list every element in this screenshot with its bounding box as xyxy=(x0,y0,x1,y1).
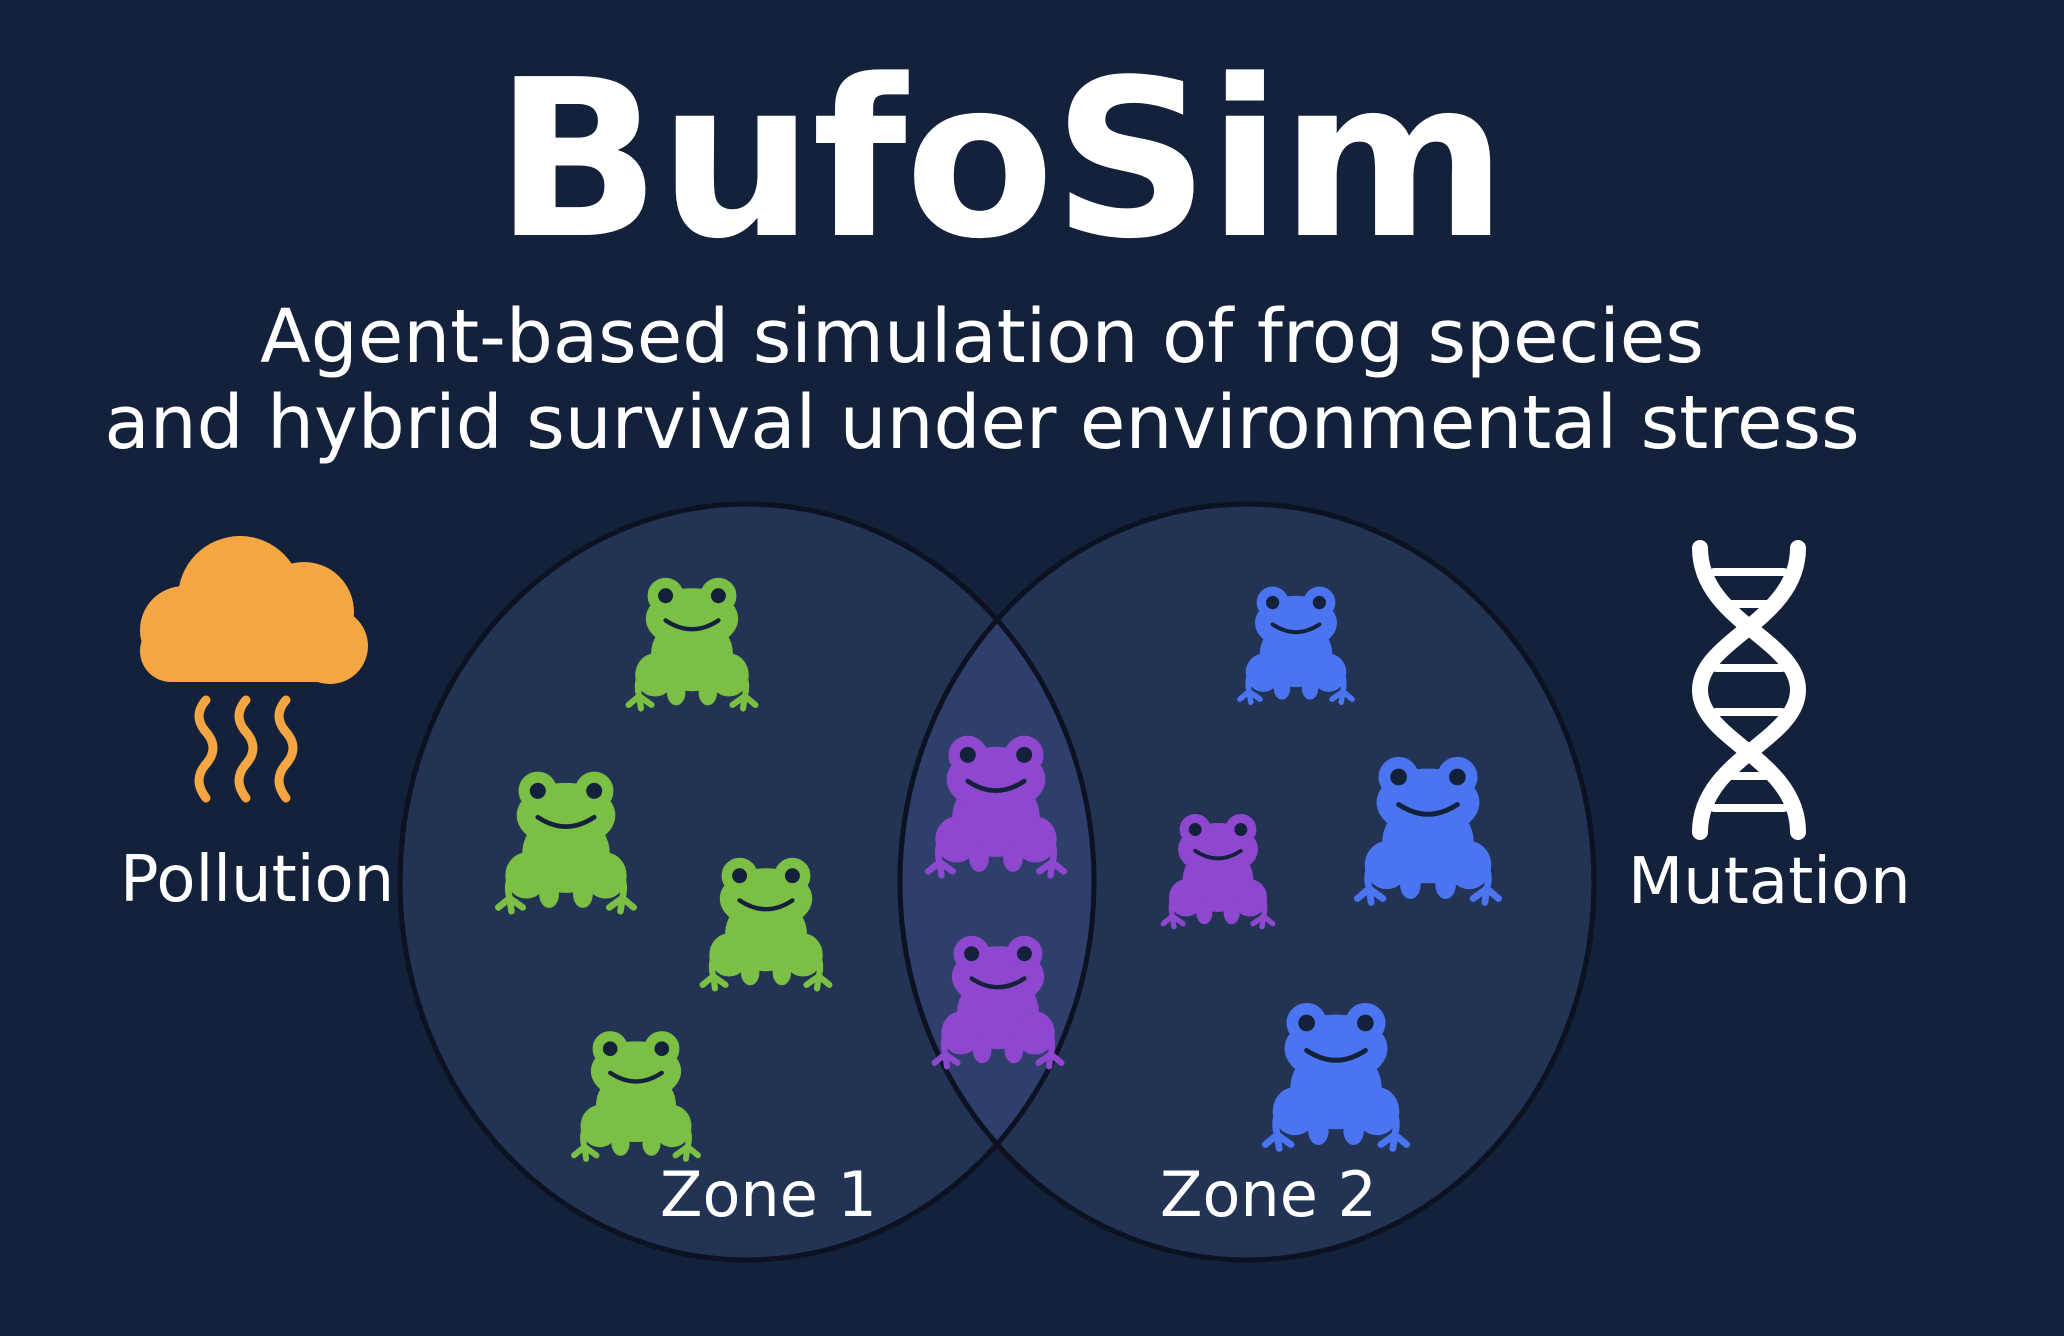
page-title: BufoSim xyxy=(494,34,1508,287)
zone-1-label: Zone 1 xyxy=(660,1158,877,1231)
mutation-label: Mutation xyxy=(1628,845,1911,919)
subtitle-line-1: Agent-based simulation of frog species xyxy=(260,294,1704,380)
dna-icon xyxy=(1691,540,1807,840)
subtitle-line-2: and hybrid survival under environmental … xyxy=(104,380,1860,466)
pollution-label: Pollution xyxy=(120,843,395,917)
cloud-pollution-icon xyxy=(140,536,368,803)
zone-2-label: Zone 2 xyxy=(1160,1158,1377,1231)
